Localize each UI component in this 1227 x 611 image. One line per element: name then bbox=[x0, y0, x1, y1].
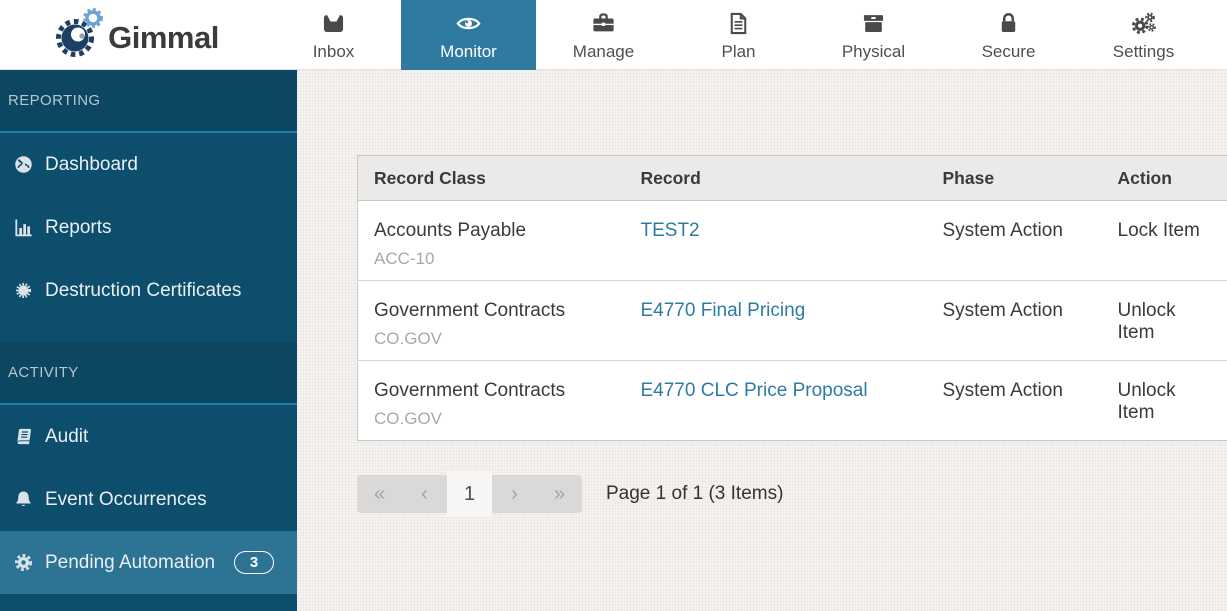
sidebar-item-reports[interactable]: Reports bbox=[0, 196, 297, 259]
archive-box-icon bbox=[863, 15, 884, 32]
record-cell: E4770 Final Pricing bbox=[624, 280, 927, 361]
section-divider bbox=[0, 403, 297, 405]
gimmal-gears-icon bbox=[50, 5, 112, 66]
record-link[interactable]: TEST2 bbox=[640, 220, 700, 241]
brand-name: Gimmal bbox=[108, 20, 219, 55]
record-cell: TEST2 bbox=[624, 200, 927, 281]
record-class-code: CO.GOV bbox=[374, 409, 443, 428]
record-class-name: Government Contracts bbox=[374, 300, 566, 321]
nav-label: Plan bbox=[721, 42, 756, 61]
pagination-bar: « ‹ 1 › » Page 1 of 1 (3 Items) bbox=[357, 471, 1227, 517]
action-cell: Lock Item bbox=[1101, 200, 1227, 281]
record-class-name: Accounts Payable bbox=[374, 220, 527, 241]
column-header-record-class[interactable]: Record Class bbox=[357, 155, 625, 201]
sidebar-item-event-occurrences[interactable]: Event Occurrences bbox=[0, 468, 297, 531]
sidebar-item-destruction-certificates[interactable]: Destruction Certificates bbox=[0, 259, 297, 322]
sidebar-item-label: Dashboard bbox=[45, 153, 138, 175]
action-cell: Unlock Item bbox=[1101, 360, 1227, 441]
nav-label: Physical bbox=[841, 42, 906, 61]
pending-automation-table: Record Class Record Phase Action Account… bbox=[357, 155, 1227, 441]
nav-item-inbox[interactable]: Inbox bbox=[266, 0, 401, 70]
nav-label: Monitor bbox=[440, 42, 497, 61]
eye-icon bbox=[456, 17, 481, 30]
main-content: Record Class Record Phase Action Account… bbox=[297, 70, 1227, 611]
next-page-button[interactable]: › bbox=[511, 482, 518, 505]
last-page-button[interactable]: » bbox=[553, 482, 566, 505]
nav-label: Inbox bbox=[312, 42, 355, 61]
lock-icon bbox=[1001, 13, 1016, 32]
action-cell: Unlock Item bbox=[1101, 280, 1227, 361]
nav-item-plan[interactable]: Plan bbox=[671, 0, 806, 70]
column-header-phase[interactable]: Phase bbox=[926, 155, 1102, 201]
gears-icon bbox=[1131, 12, 1156, 34]
top-header: Gimmal Inbox Monitor Manage bbox=[0, 0, 1227, 70]
record-cell: E4770 CLC Price Proposal bbox=[624, 360, 927, 441]
column-header-record[interactable]: Record bbox=[624, 155, 927, 201]
table-row: Government Contracts CO.GOV E4770 Final … bbox=[357, 280, 1227, 361]
gauge-icon bbox=[15, 156, 32, 173]
nav-label: Secure bbox=[981, 42, 1036, 61]
top-navigation: Inbox Monitor Manage bbox=[266, 0, 1211, 70]
record-class-cell: Government Contracts CO.GOV bbox=[357, 360, 625, 441]
column-header-action[interactable]: Action bbox=[1101, 155, 1227, 201]
sidebar-item-label: Pending Automation bbox=[45, 551, 216, 573]
phase-cell: System Action bbox=[926, 360, 1102, 441]
section-divider bbox=[0, 131, 297, 133]
record-class-code: CO.GOV bbox=[374, 329, 443, 348]
sidebar-item-label: Reports bbox=[45, 216, 112, 238]
record-class-code: ACC-10 bbox=[374, 249, 435, 268]
nav-label: Manage bbox=[572, 42, 635, 61]
sidebar-section-reporting: REPORTING bbox=[0, 70, 297, 131]
record-class-cell: Accounts Payable ACC-10 bbox=[357, 200, 625, 281]
sidebar-spacer bbox=[0, 322, 297, 342]
phase-cell: System Action bbox=[926, 280, 1102, 361]
nav-item-physical[interactable]: Physical bbox=[806, 0, 941, 70]
record-class-name: Government Contracts bbox=[374, 380, 566, 401]
sidebar-item-label: Destruction Certificates bbox=[45, 279, 242, 301]
inbox-icon bbox=[323, 14, 344, 32]
sidebar-item-pending-automation[interactable]: Pending Automation 3 bbox=[0, 531, 297, 594]
table-header-row: Record Class Record Phase Action bbox=[357, 155, 1227, 201]
nav-item-settings[interactable]: Settings bbox=[1076, 0, 1211, 70]
sidebar-item-dashboard[interactable]: Dashboard bbox=[0, 133, 297, 196]
nav-item-manage[interactable]: Manage bbox=[536, 0, 671, 70]
document-icon bbox=[730, 12, 747, 35]
pager: « ‹ 1 › » bbox=[357, 471, 582, 517]
sidebar: REPORTING Dashboard Reports Destruction … bbox=[0, 70, 297, 611]
briefcase-icon bbox=[593, 13, 614, 32]
brand-logo[interactable]: Gimmal bbox=[0, 0, 283, 70]
record-class-cell: Government Contracts CO.GOV bbox=[357, 280, 625, 361]
record-link[interactable]: E4770 CLC Price Proposal bbox=[640, 380, 868, 401]
sidebar-item-audit[interactable]: Audit bbox=[0, 405, 297, 468]
seal-icon bbox=[15, 282, 32, 299]
nav-item-secure[interactable]: Secure bbox=[941, 0, 1076, 70]
phase-cell: System Action bbox=[926, 200, 1102, 281]
sidebar-item-label: Event Occurrences bbox=[45, 488, 207, 510]
page-summary: Page 1 of 1 (3 Items) bbox=[606, 483, 784, 504]
bell-icon bbox=[16, 491, 31, 507]
sidebar-item-label: Audit bbox=[45, 425, 89, 447]
bar-chart-icon bbox=[15, 219, 32, 237]
first-page-button[interactable]: « bbox=[373, 482, 386, 505]
pending-count-badge: 3 bbox=[234, 551, 275, 574]
current-page-button[interactable]: 1 bbox=[447, 471, 492, 517]
table-row: Government Contracts CO.GOV E4770 CLC Pr… bbox=[357, 360, 1227, 441]
previous-page-button[interactable]: ‹ bbox=[421, 482, 428, 505]
nav-label: Settings bbox=[1112, 42, 1175, 61]
gear-icon bbox=[14, 553, 33, 572]
record-link[interactable]: E4770 Final Pricing bbox=[640, 300, 806, 321]
sidebar-section-activity: ACTIVITY bbox=[0, 342, 297, 403]
table-row: Accounts Payable ACC-10 TEST2 System Act… bbox=[357, 200, 1227, 281]
nav-item-monitor[interactable]: Monitor bbox=[401, 0, 536, 70]
book-icon bbox=[17, 428, 31, 445]
